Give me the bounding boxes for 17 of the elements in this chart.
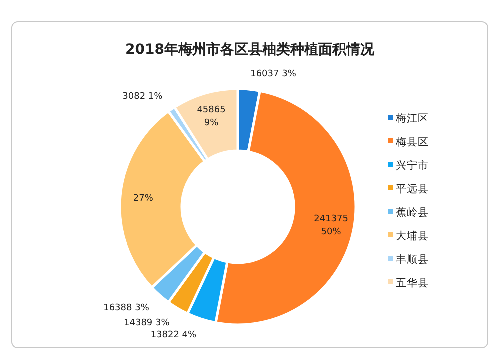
- legend-label: 梅县区: [395, 136, 429, 148]
- legend-label: 大埔县: [396, 230, 429, 242]
- data-label: 16388 3%: [104, 304, 150, 314]
- legend-label: 五华县: [396, 278, 429, 290]
- legend-label: 蕉岭县: [396, 206, 429, 219]
- data-label: 14389 3%: [124, 318, 170, 328]
- legend-label: 梅江区: [395, 113, 429, 125]
- legend-label: 兴宁市: [396, 159, 429, 172]
- legend-label: 平远县: [396, 184, 429, 196]
- data-label: 27%: [133, 194, 154, 204]
- data-label: 16037 3%: [250, 70, 297, 80]
- data-label: 13822 4%: [150, 330, 198, 340]
- legend-label: 丰顺县: [396, 253, 429, 266]
- data-label: 45865 9%: [197, 105, 226, 128]
- data-label: 3082 1%: [122, 92, 164, 102]
- chart-title: 2018年梅州市各区县柚类种植面积情况: [126, 41, 376, 58]
- data-label: 241375 50%: [314, 214, 348, 238]
